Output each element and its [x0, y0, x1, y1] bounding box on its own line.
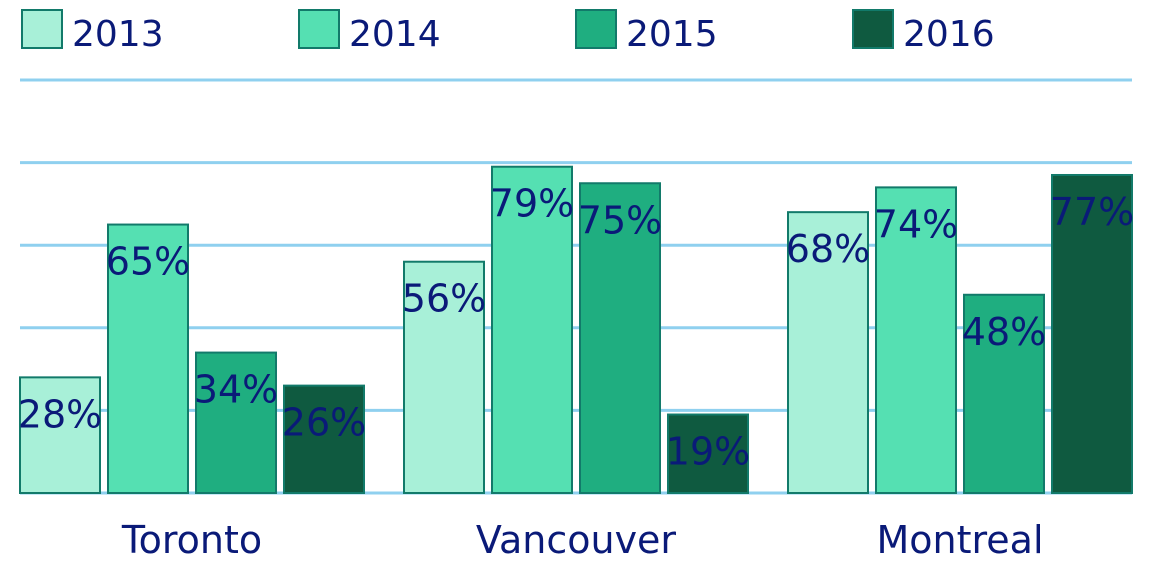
bar-montreal-2014 — [875, 186, 957, 494]
legend-swatch — [21, 9, 63, 49]
data-label: 65% — [106, 240, 190, 284]
bar-vancouver-2015 — [579, 182, 661, 494]
data-label: 68% — [786, 227, 870, 271]
bar-toronto-2015 — [195, 351, 277, 494]
data-label: 74% — [874, 202, 958, 246]
bar-toronto-2014 — [107, 223, 189, 495]
legend-label: 2013 — [72, 14, 164, 55]
legend-swatch — [575, 9, 617, 49]
bar-vancouver-2013 — [403, 260, 485, 494]
legend-swatch — [298, 9, 340, 49]
category-label: Montreal — [876, 518, 1043, 562]
category-labels: Toronto Vancouver Montreal — [121, 518, 1044, 562]
data-label: 56% — [402, 277, 486, 321]
legend: 2013 2014 2015 2016 — [21, 9, 995, 55]
value-labels: 28% 65% 34%26% 56% 79% 75% 19% 68%74% 48% 77% — [18, 182, 1134, 474]
category-label: Toronto — [121, 518, 262, 562]
data-label: 26% — [282, 401, 366, 445]
bar-montreal-2015 — [963, 293, 1045, 495]
legend-label: 2014 — [349, 14, 441, 55]
data-label: 75% — [578, 198, 662, 242]
bar-toronto-2016 — [283, 384, 365, 494]
data-label: 77% — [1050, 190, 1134, 234]
legend-label: 2016 — [903, 14, 995, 55]
bars — [19, 165, 1133, 495]
data-label: 48% — [962, 310, 1046, 354]
bar-toronto-2013 — [19, 376, 101, 494]
category-label: Vancouver — [476, 518, 677, 562]
data-label: 19% — [666, 430, 750, 474]
legend-swatch — [852, 9, 894, 49]
legend-label: 2015 — [626, 14, 718, 55]
data-label: 28% — [18, 392, 102, 436]
bar-vancouver-2014 — [491, 165, 573, 494]
bar-vancouver-2016 — [667, 413, 749, 494]
bar-montreal-2013 — [787, 211, 869, 494]
data-label: 34% — [194, 368, 278, 412]
data-label: 79% — [490, 182, 574, 226]
bar-montreal-2016 — [1051, 173, 1133, 495]
